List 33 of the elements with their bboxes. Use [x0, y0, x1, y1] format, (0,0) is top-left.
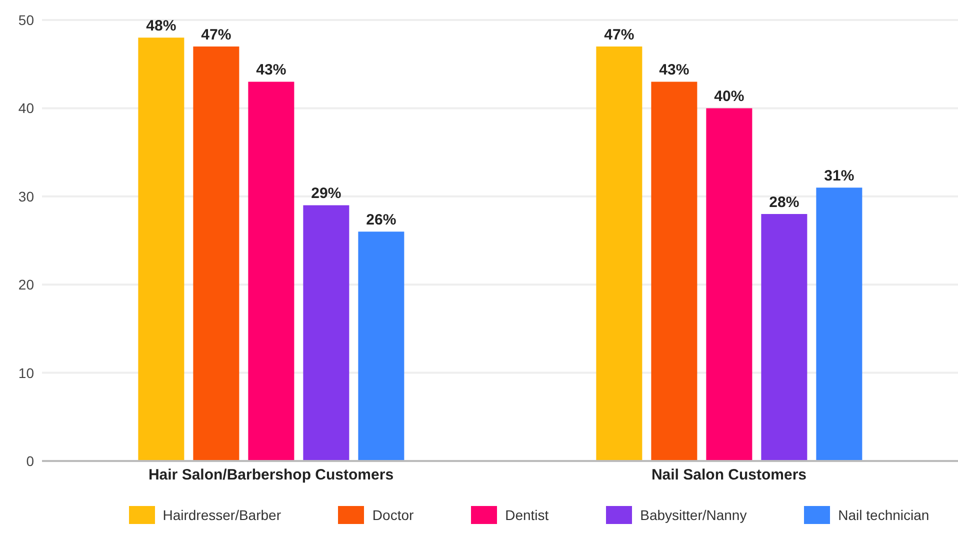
legend-label: Babysitter/Nanny	[640, 507, 747, 523]
data-label: 47%	[201, 26, 232, 44]
data-label: 48%	[146, 18, 176, 35]
y-tick-label: 40	[18, 100, 34, 116]
data-label: 31%	[824, 168, 854, 185]
data-label: 43%	[659, 62, 690, 79]
legend-label: Doctor	[372, 507, 414, 523]
data-label: 29%	[311, 185, 342, 202]
bar	[706, 108, 752, 461]
data-label: 40%	[714, 88, 744, 106]
legend-label: Nail technician	[838, 507, 930, 523]
legend-label: Dentist	[505, 507, 549, 523]
y-tick-label: 0	[26, 452, 34, 469]
x-tick-label: Hair Salon/Barbershop Customers	[148, 466, 394, 484]
x-tick-label: Nail Salon Customers	[651, 466, 807, 484]
bar	[596, 46, 642, 461]
legend-label: Hairdresser/Barber	[162, 507, 281, 523]
data-label: 28%	[769, 194, 800, 212]
y-tick-label: 30	[18, 188, 34, 204]
y-tick-label: 50	[18, 12, 34, 28]
bar	[358, 232, 404, 461]
bar	[193, 46, 240, 461]
data-label: 47%	[604, 26, 634, 44]
y-tick-label: 10	[18, 364, 34, 381]
bar	[651, 82, 698, 461]
data-label: 26%	[366, 212, 396, 229]
y-tick-label: 20	[18, 276, 34, 293]
bar	[761, 214, 808, 461]
bar	[816, 188, 862, 461]
bar	[248, 82, 294, 461]
bar	[303, 205, 350, 461]
bar	[138, 38, 184, 461]
data-label: 43%	[256, 62, 286, 79]
